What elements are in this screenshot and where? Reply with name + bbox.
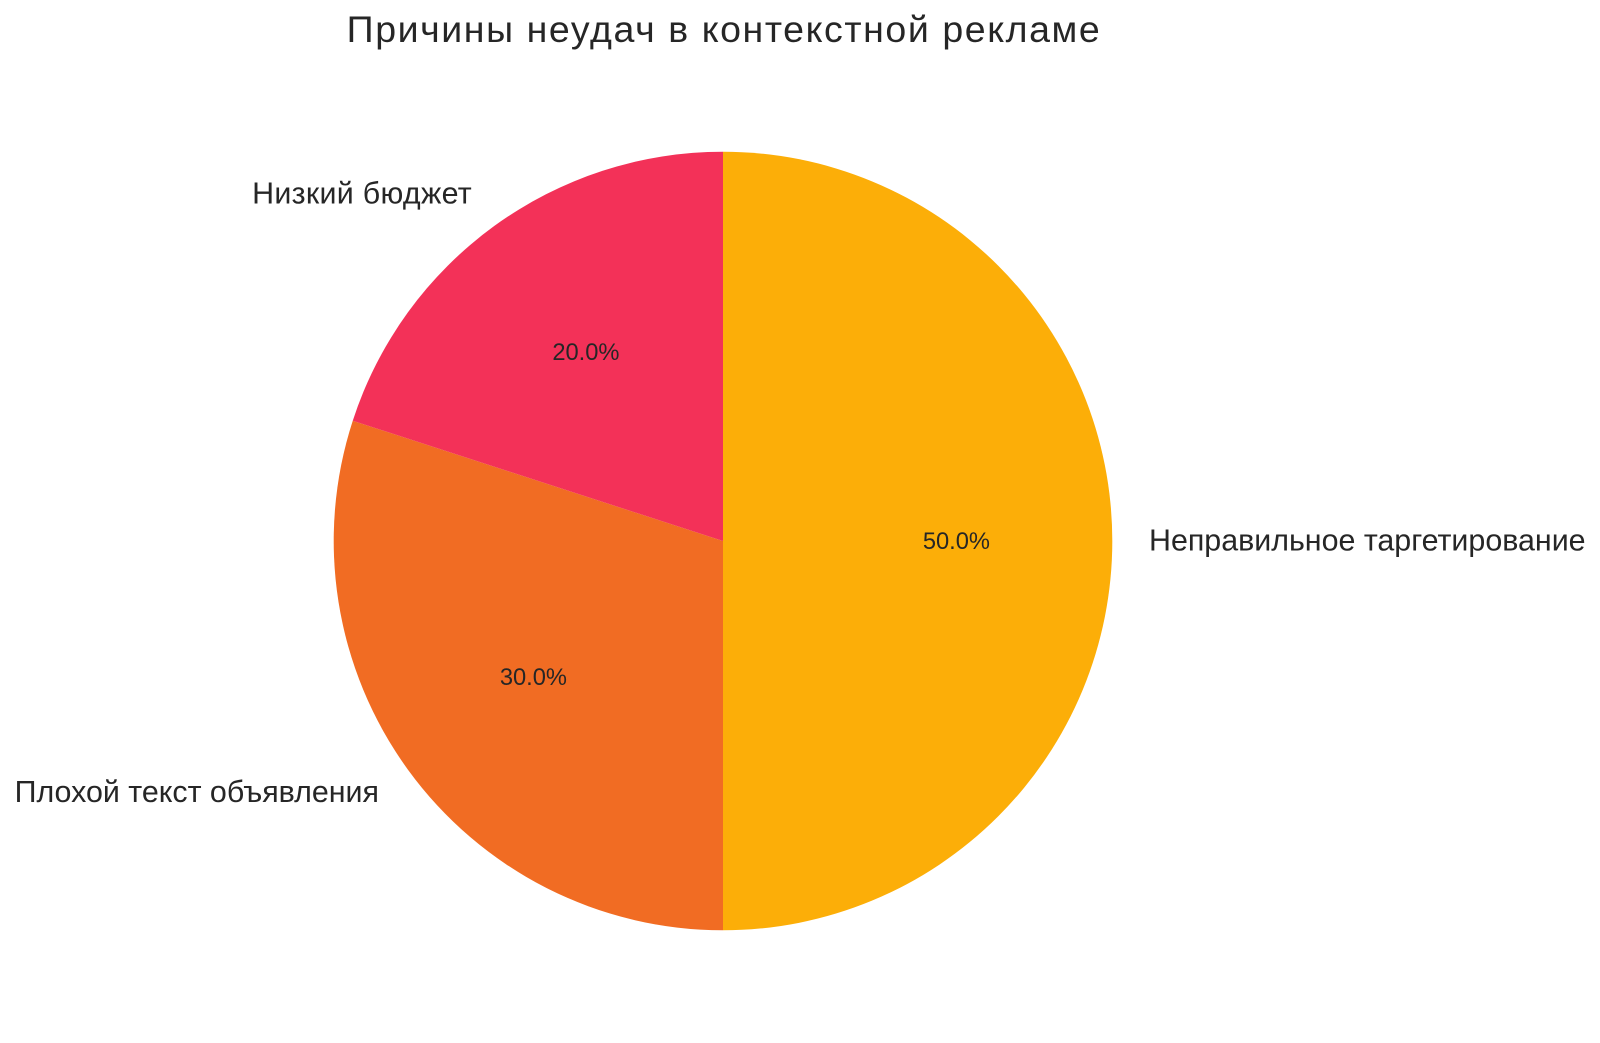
svg-text:50.0%: 50.0% [923, 529, 990, 555]
svg-text:Неправильное таргетирование: Неправильное таргетирование [1149, 524, 1586, 558]
svg-text:30.0%: 30.0% [500, 665, 567, 691]
svg-text:Причины неудач в контекстной р: Причины неудач в контекстной рекламе [347, 8, 1102, 50]
svg-text:20.0%: 20.0% [552, 340, 619, 366]
svg-text:Плохой текст объявления: Плохой текст объявления [15, 775, 379, 809]
svg-text:Низкий бюджет: Низкий бюджет [252, 177, 472, 211]
